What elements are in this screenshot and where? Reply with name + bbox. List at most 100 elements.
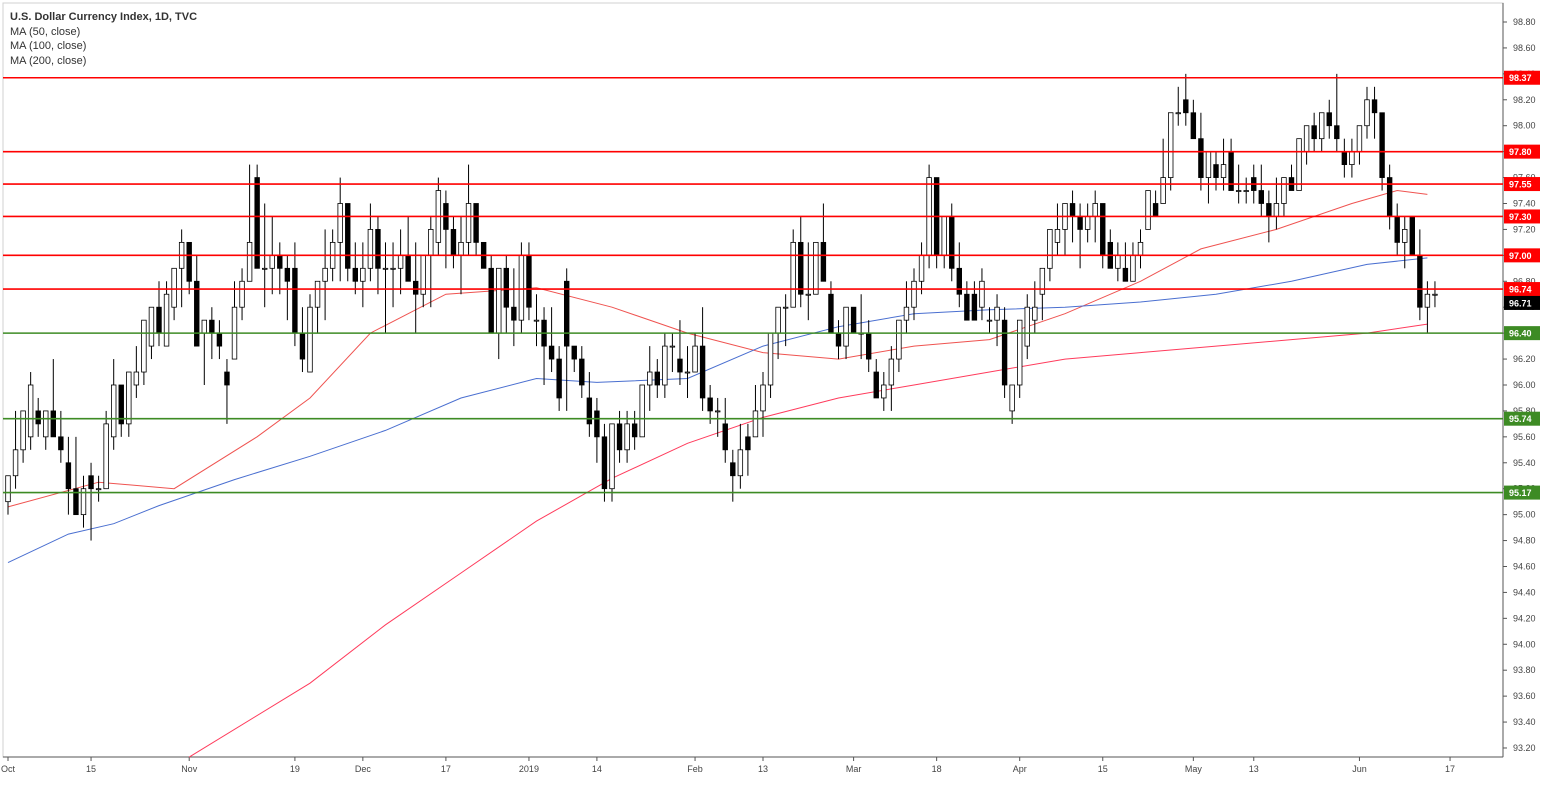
price-label-text: 95.74 <box>1509 414 1532 424</box>
candle-body <box>526 254 532 308</box>
candle <box>337 177 343 282</box>
candle-body <box>730 462 736 477</box>
candle-body <box>88 475 94 490</box>
candle-body <box>994 306 1000 321</box>
candle-body <box>1009 384 1015 412</box>
candle-body <box>971 293 978 321</box>
candle <box>1432 281 1438 308</box>
candle-body <box>1100 203 1106 256</box>
price-label-text: 97.30 <box>1509 212 1532 222</box>
legend-title: U.S. Dollar Currency Index, 1D, TVC <box>10 11 198 23</box>
candle-body <box>1349 151 1355 166</box>
price-tick-label: 93.20 <box>1513 743 1536 753</box>
candle <box>88 462 94 541</box>
price-tick-label: 97.40 <box>1513 198 1536 208</box>
time-axis: Oct 15 Nov 19 Dec 17 2019 14 Feb 13 Mar 18 Apr 15 May 1… <box>1 757 1455 774</box>
candle-body <box>941 216 947 256</box>
candle-body <box>1220 164 1227 178</box>
plot-area <box>2 2 1504 758</box>
candle-body <box>5 475 11 503</box>
candle <box>35 397 41 437</box>
candle-body <box>35 410 41 425</box>
candle <box>1122 242 1129 282</box>
price-label-resistance: 98.37 <box>1504 70 1540 85</box>
candle <box>616 410 623 463</box>
price-label-box <box>1504 282 1540 297</box>
candle <box>647 346 653 411</box>
candle <box>903 281 910 334</box>
time-tick-label: Feb <box>687 764 703 774</box>
candle-body <box>307 306 313 373</box>
candle-body <box>322 267 328 282</box>
time-tick-label: Nov <box>181 764 198 774</box>
ma50-line <box>7 189 1428 508</box>
candle-body <box>1175 112 1181 115</box>
candle <box>1258 164 1264 217</box>
candle <box>564 268 570 411</box>
candle-body <box>375 229 381 269</box>
price-tick-label: 93.80 <box>1513 665 1536 675</box>
candle-body <box>805 293 811 296</box>
candle-body <box>73 488 79 516</box>
candle <box>12 410 19 489</box>
candle-body <box>1054 229 1061 243</box>
candle-body <box>828 293 834 334</box>
price-label-box <box>1504 485 1540 500</box>
candle <box>20 410 26 463</box>
candle <box>533 294 540 347</box>
candle-body <box>624 423 630 451</box>
candle <box>1001 307 1008 398</box>
candle-body <box>239 280 245 308</box>
time-tick-label: 18 <box>932 764 942 774</box>
candle-body <box>1115 254 1121 269</box>
candle-body <box>1084 216 1091 230</box>
candle <box>95 475 102 502</box>
candle-body <box>1311 125 1317 140</box>
candle <box>760 372 766 437</box>
candle <box>103 410 109 490</box>
candle-body <box>156 306 162 334</box>
candle-body <box>1047 229 1053 269</box>
candle <box>994 294 1000 347</box>
candle-body <box>571 345 577 360</box>
candle-body <box>616 423 623 451</box>
candle-body <box>707 397 713 412</box>
time-tick-label: 13 <box>1249 764 1259 774</box>
candle <box>465 164 472 256</box>
candle-body <box>1069 203 1076 217</box>
time-tick-label: 15 <box>86 764 96 774</box>
candle-body <box>118 384 124 425</box>
candle <box>322 229 328 321</box>
candle-body <box>1168 112 1174 178</box>
candle <box>239 268 245 321</box>
price-label-resistance: 97.00 <box>1504 248 1540 263</box>
candle <box>624 410 630 463</box>
candle-body <box>209 319 215 334</box>
candle-body <box>194 280 200 347</box>
candle <box>352 242 358 295</box>
candle <box>609 423 615 502</box>
candle-body <box>1122 267 1129 282</box>
level-labels: 98.37 97.80 97.55 97.30 97.00 96.74 96.40 95.74… <box>1504 70 1540 500</box>
candle <box>699 307 706 411</box>
candle <box>1311 112 1317 152</box>
candle <box>873 359 879 399</box>
candle-body <box>586 397 593 425</box>
candle-body <box>1190 112 1197 140</box>
candle <box>850 306 857 334</box>
candle-body <box>201 319 207 334</box>
candle-body <box>677 358 683 373</box>
candle <box>65 436 72 515</box>
candle-body <box>1303 125 1310 153</box>
candle-body <box>345 203 351 269</box>
candle <box>1296 138 1302 191</box>
candle <box>43 410 49 450</box>
candle-body <box>360 267 366 282</box>
candle-body <box>1145 190 1151 230</box>
candle-body <box>246 241 253 282</box>
candle-body <box>1394 216 1400 243</box>
candle-body <box>699 345 706 399</box>
candle-body <box>1356 125 1363 153</box>
candle-body <box>473 203 479 243</box>
